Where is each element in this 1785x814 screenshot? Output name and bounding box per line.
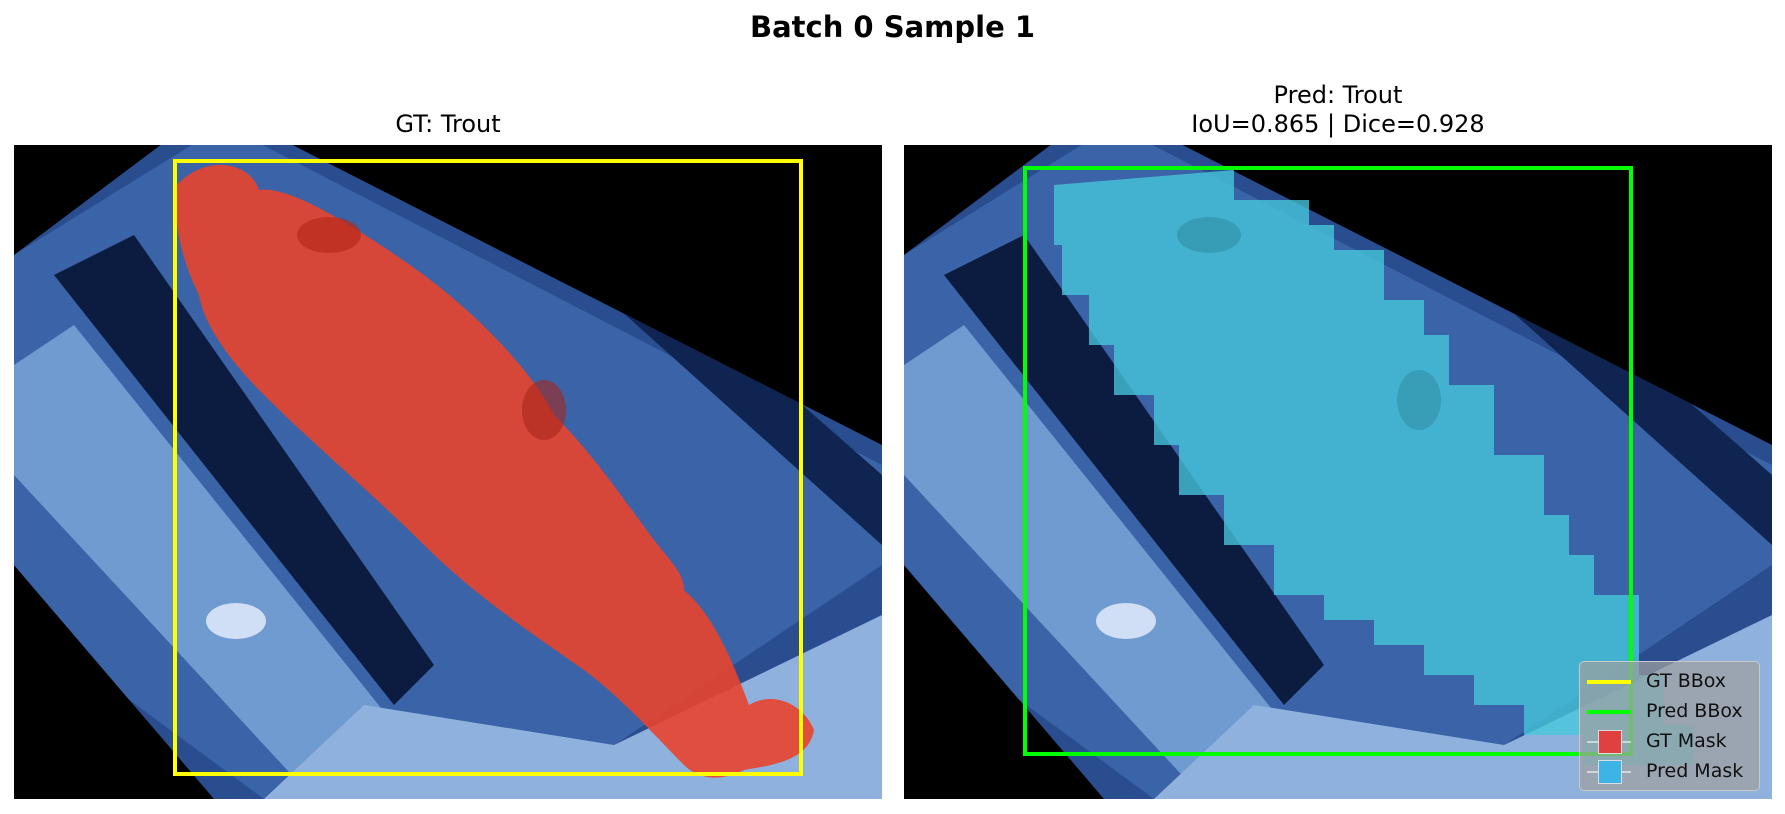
legend-label: GT BBox bbox=[1646, 670, 1727, 692]
legend: GT BBox Pred BBox GT Mask Pred Mask bbox=[1579, 661, 1760, 791]
legend-item-gt-bbox: GT BBox bbox=[1580, 668, 1759, 696]
gt-panel bbox=[14, 145, 882, 799]
pred-fish-mask bbox=[1054, 170, 1694, 765]
gt-mask-swatch bbox=[1598, 730, 1622, 754]
pred-mask-swatch bbox=[1598, 760, 1622, 784]
legend-label: GT Mask bbox=[1646, 730, 1727, 752]
gt-fish-mask bbox=[175, 164, 815, 778]
pred-bbox-swatch bbox=[1587, 710, 1631, 714]
pred-panel-title-line2: IoU=0.865 | Dice=0.928 bbox=[1191, 110, 1485, 138]
gt-panel-title: GT: Trout bbox=[395, 110, 501, 138]
pred-bbox bbox=[1023, 166, 1633, 756]
gt-bbox bbox=[173, 159, 803, 776]
legend-label: Pred Mask bbox=[1646, 760, 1744, 782]
gt-image bbox=[14, 145, 882, 799]
pred-panel-title-line1: Pred: Trout bbox=[1273, 81, 1403, 109]
gt-bbox-swatch bbox=[1587, 680, 1631, 684]
figure-title: Batch 0 Sample 1 bbox=[749, 10, 1036, 44]
legend-label: Pred BBox bbox=[1646, 700, 1743, 722]
legend-item-gt-mask: GT Mask bbox=[1580, 728, 1759, 756]
legend-item-pred-mask: Pred Mask bbox=[1580, 758, 1759, 786]
legend-item-pred-bbox: Pred BBox bbox=[1580, 698, 1759, 726]
